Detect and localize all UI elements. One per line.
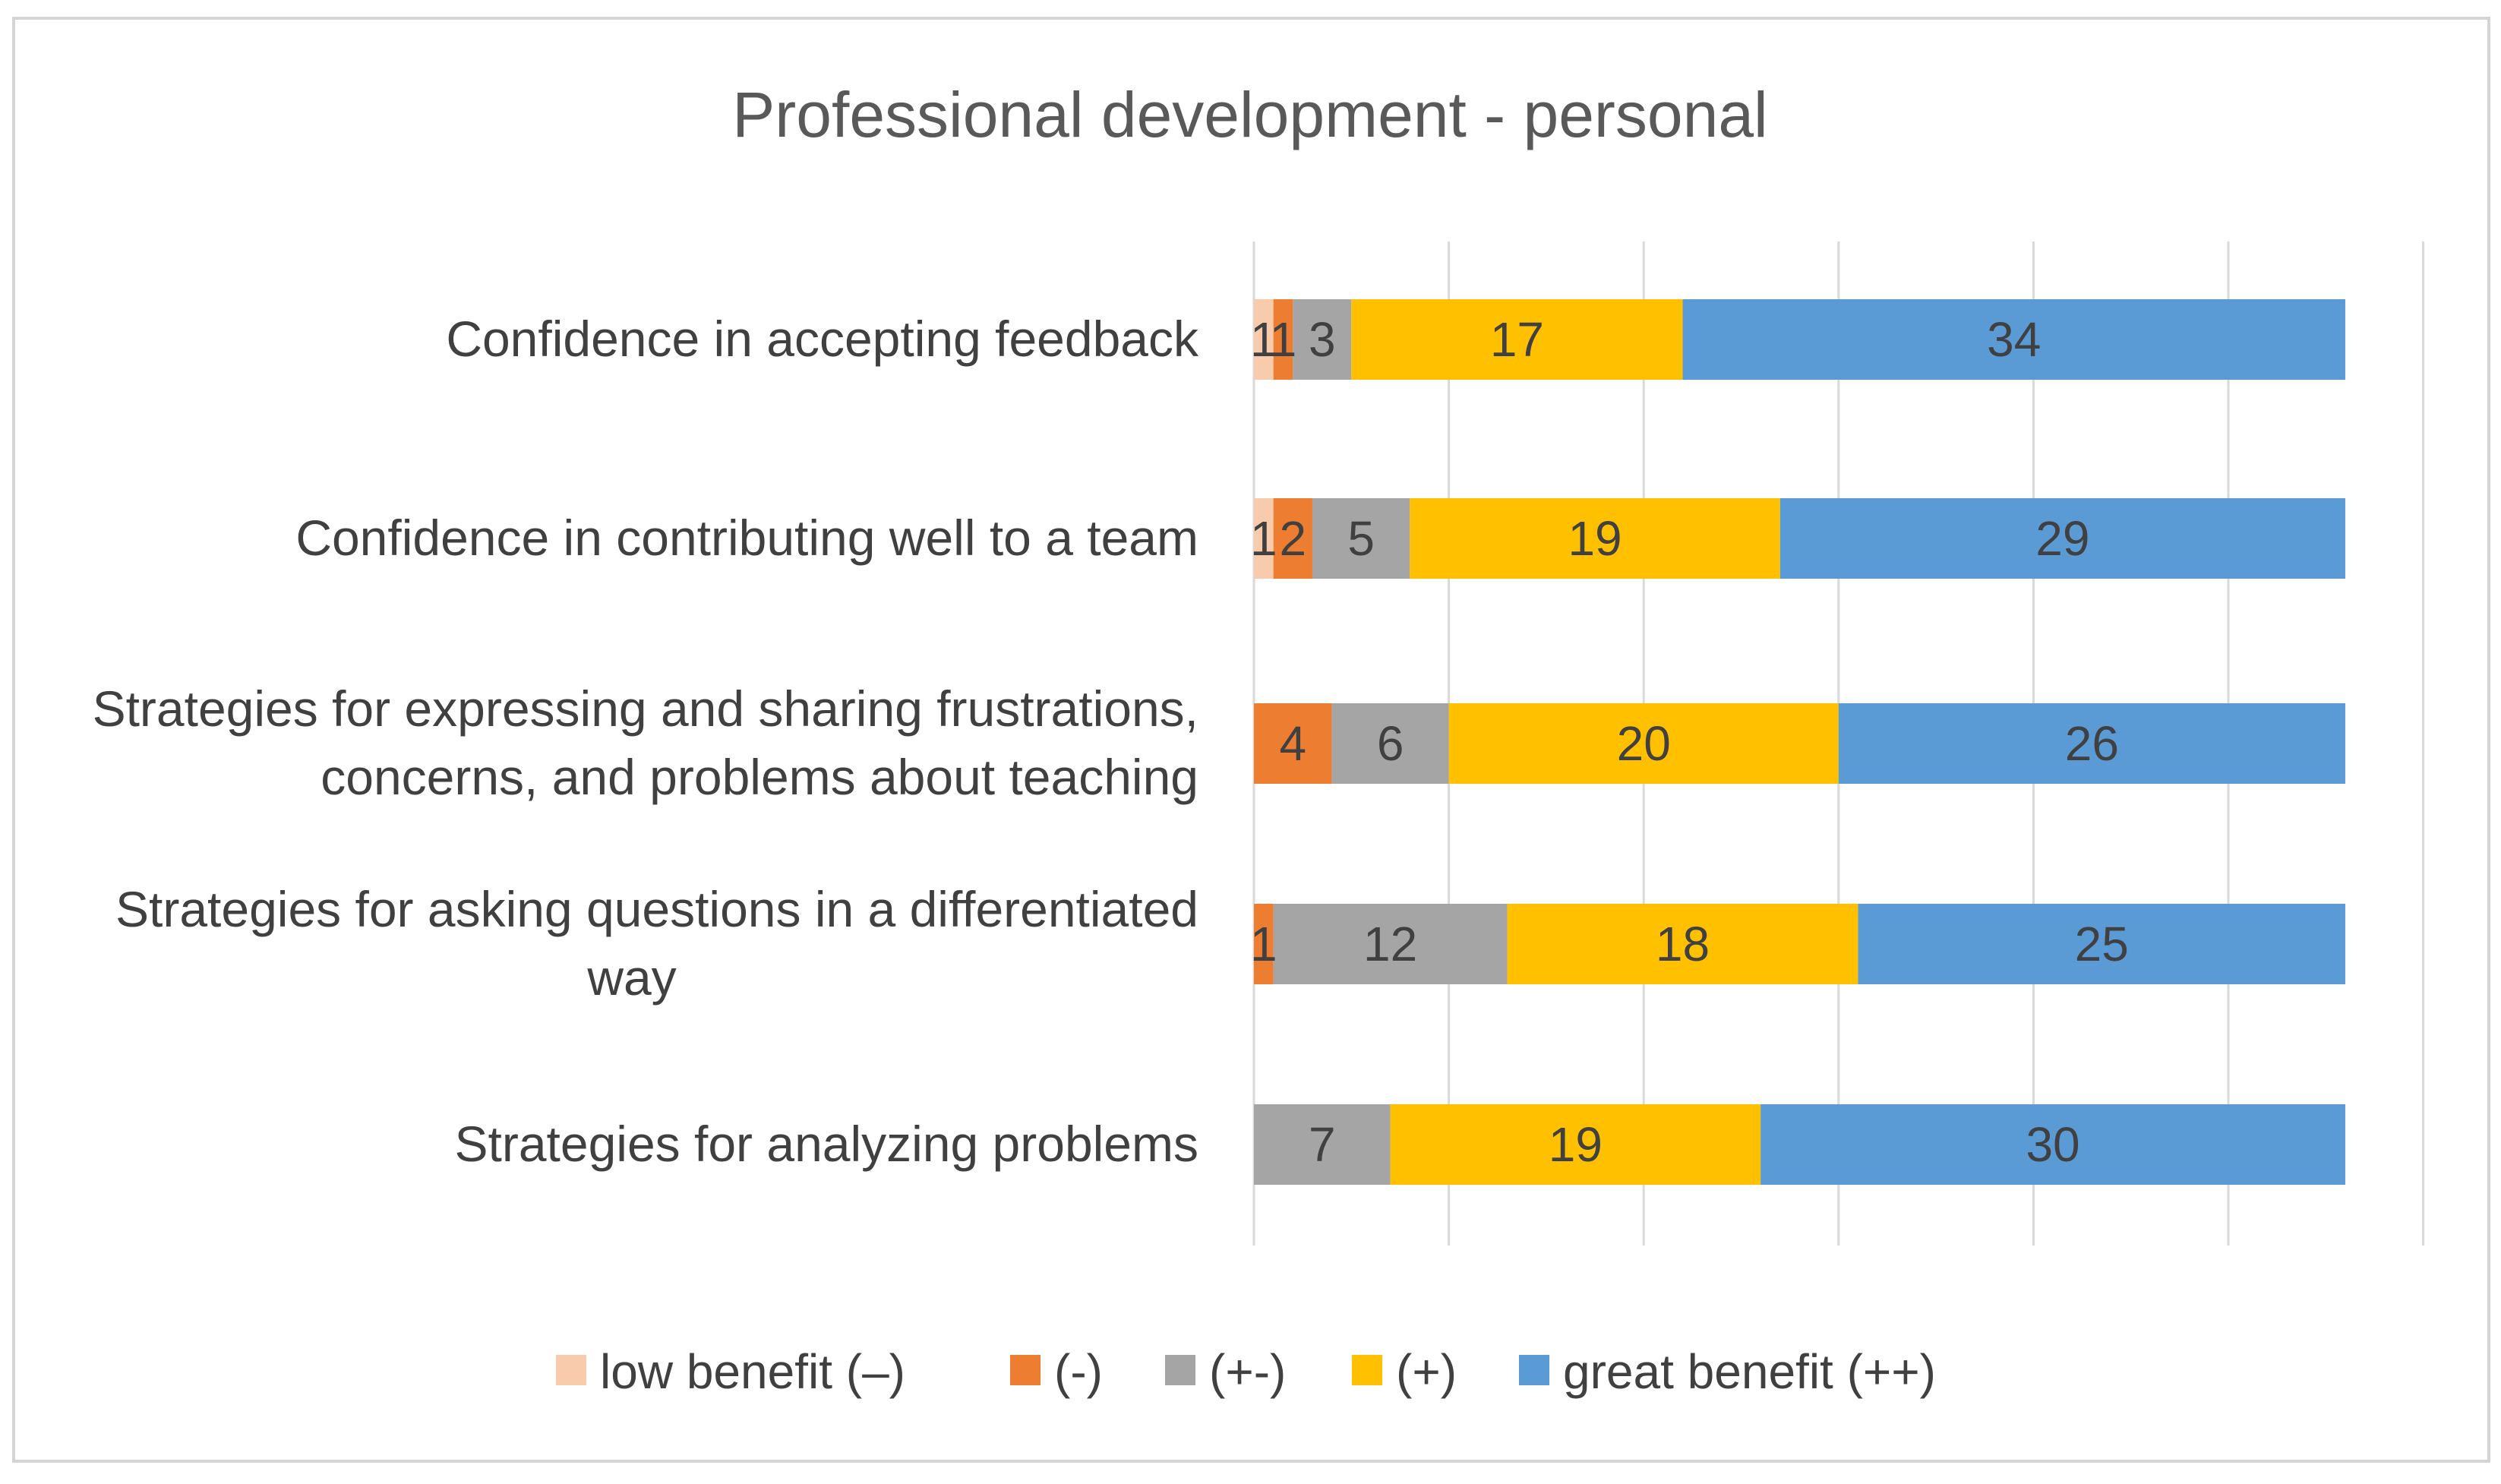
legend-swatch: [1519, 1355, 1549, 1385]
bar-segment: [1331, 703, 1449, 784]
bar-segment: [1254, 904, 1274, 984]
category-label: concerns, and problems about teaching: [321, 749, 1198, 805]
bar-segment: [1760, 1104, 2345, 1185]
data-label: 7: [1309, 1117, 1336, 1172]
bar-segment: [1293, 299, 1352, 380]
category-label: Strategies for expressing and sharing fr…: [93, 680, 1198, 737]
bar-segment: [1312, 498, 1410, 579]
bar-segment: [1682, 299, 2345, 380]
data-label: 34: [1987, 312, 2041, 367]
legend-swatch: [1010, 1355, 1041, 1385]
data-label: 12: [1363, 917, 1417, 971]
category-label: way: [586, 949, 676, 1006]
data-label: 1: [1250, 312, 1277, 367]
category-label: Strategies for analyzing problems: [455, 1116, 1199, 1172]
bar-segment: [1410, 498, 1780, 579]
bar-segment: [1254, 703, 1332, 784]
data-label: 1: [1270, 312, 1297, 367]
bar-segment: [1351, 299, 1683, 380]
legend-swatch: [1352, 1355, 1382, 1385]
data-label: 29: [2035, 511, 2089, 566]
data-label: 26: [2065, 716, 2119, 771]
data-label: 18: [1656, 917, 1710, 971]
data-label: 20: [1617, 716, 1671, 771]
legend-label: great benefit (++): [1563, 1344, 1936, 1399]
bar-segment: [1838, 703, 2345, 784]
data-label: 1: [1250, 917, 1277, 971]
legend-label: (+-): [1209, 1344, 1286, 1399]
bar-segment: [1858, 904, 2345, 984]
legend-label: (-): [1054, 1344, 1103, 1399]
bars: [1254, 299, 2345, 1185]
bar-segment: [1273, 904, 1508, 984]
data-label: 19: [1549, 1117, 1603, 1172]
bar-segment: [1507, 904, 1858, 984]
chart-title: Professional development - personal: [732, 79, 1767, 150]
data-label: 17: [1490, 312, 1544, 367]
category-label: Confidence in accepting feedback: [446, 311, 1199, 367]
category-labels: Confidence in accepting feedback Confiden…: [93, 311, 1199, 1172]
data-label: 30: [2026, 1117, 2079, 1172]
category-label: Strategies for asking questions in a dif…: [115, 881, 1198, 937]
category-label: Confidence in contributing well to a tea…: [295, 510, 1198, 566]
bar-segment: [1273, 299, 1293, 380]
data-label: 19: [1568, 511, 1622, 566]
bar-segment: [1390, 1104, 1761, 1185]
legend-label: (+): [1396, 1344, 1457, 1399]
data-label: 6: [1377, 716, 1404, 771]
bar-segment: [1273, 498, 1312, 579]
legend-label: low benefit (–): [600, 1344, 905, 1399]
data-labels: 11 3 17 341 2 5 19 294 6 20 261 12 18 257 19 30: [1250, 312, 2129, 1172]
data-label: 5: [1347, 511, 1375, 566]
legend: low benefit (–) (-) (+-) (+) great benefit (…: [556, 1344, 1936, 1399]
legend-swatch: [1165, 1355, 1195, 1385]
data-label: 1: [1250, 511, 1277, 566]
bar-segment: [1254, 1104, 1391, 1185]
data-label: 3: [1309, 312, 1336, 367]
bar-segment: [1254, 498, 1274, 579]
data-label: 4: [1280, 716, 1307, 771]
data-label: 25: [2075, 917, 2129, 971]
bar-segment: [1254, 299, 1274, 380]
legend-swatch: [556, 1355, 586, 1385]
bar-segment: [1448, 703, 1839, 784]
bar-segment: [1779, 498, 2345, 579]
data-label: 2: [1280, 511, 1307, 566]
